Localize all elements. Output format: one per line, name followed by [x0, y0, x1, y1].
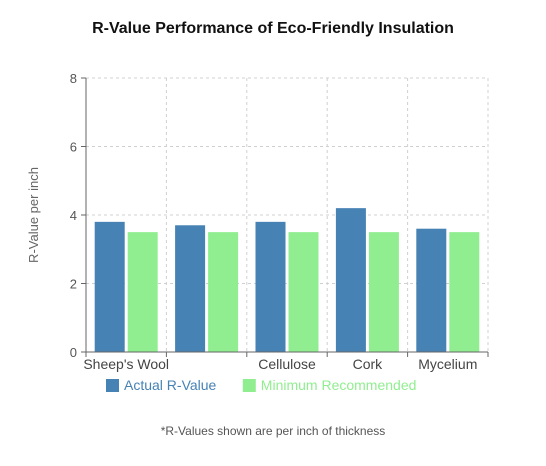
bar-actual: [335, 208, 366, 352]
y-tick-label: 0: [70, 345, 77, 360]
y-tick-label: 2: [70, 277, 77, 292]
bar-minimum: [208, 232, 239, 352]
chart-footnote: *R-Values shown are per inch of thicknes…: [160, 424, 386, 438]
x-tick-label: Cork: [353, 356, 384, 372]
legend-label: Actual R-Value: [124, 377, 217, 393]
y-tick-label: 6: [70, 140, 77, 155]
bar-actual: [94, 221, 125, 352]
bar-actual: [175, 225, 206, 352]
bar-minimum: [449, 232, 480, 352]
bar-minimum: [127, 232, 158, 352]
y-tick-label: 8: [70, 71, 77, 86]
chart-title: R-Value Performance of Eco-Friendly Insu…: [92, 20, 454, 37]
y-axis-label: R-Value per inch: [26, 167, 41, 263]
legend-label: Minimum Recommended: [261, 377, 417, 393]
bar-minimum: [368, 232, 399, 352]
legend-swatch: [242, 379, 256, 392]
bar-actual: [255, 221, 286, 352]
x-tick-label: Cellulose: [258, 356, 316, 372]
x-tick-label: Mycelium: [418, 356, 477, 372]
bar-actual: [416, 228, 447, 352]
legend-swatch: [106, 379, 119, 392]
x-tick-label: Sheep's Wool: [83, 356, 169, 372]
y-tick-label: 4: [70, 208, 77, 223]
bar-minimum: [288, 232, 319, 352]
